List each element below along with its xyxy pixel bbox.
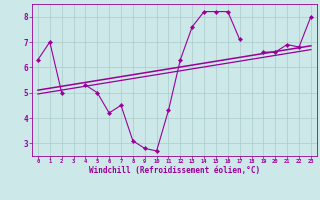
X-axis label: Windchill (Refroidissement éolien,°C): Windchill (Refroidissement éolien,°C) (89, 166, 260, 175)
